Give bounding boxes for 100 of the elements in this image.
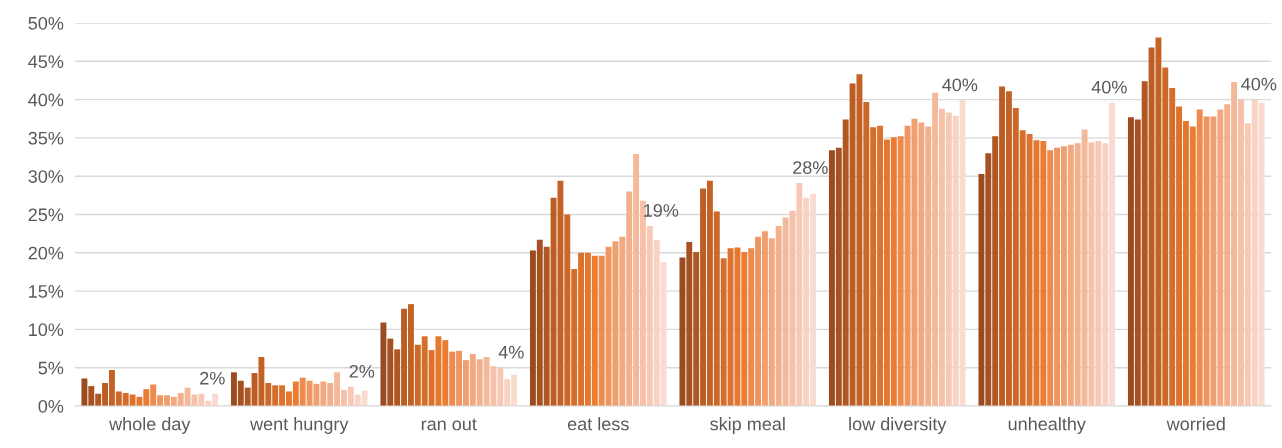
bar <box>803 197 810 406</box>
bar <box>938 108 945 406</box>
bar <box>497 367 504 406</box>
bar <box>639 200 646 406</box>
bar <box>1060 146 1067 406</box>
y-tick-label: 10% <box>29 323 64 337</box>
bar <box>212 393 219 406</box>
bar <box>768 238 775 406</box>
bar <box>1081 129 1088 406</box>
bar <box>1210 116 1217 406</box>
bar <box>490 366 497 406</box>
bar <box>932 92 939 406</box>
y-tick-label: 50% <box>28 16 64 30</box>
bar <box>918 122 925 406</box>
bar <box>184 387 191 406</box>
y-tick-label: 35% <box>28 131 64 145</box>
x-tick-label: whole day <box>109 417 191 434</box>
bar <box>1251 99 1258 406</box>
bar <box>1088 142 1095 406</box>
bar <box>1258 102 1265 406</box>
y-tick-label: 20% <box>28 246 64 260</box>
bar <box>483 356 490 406</box>
bar <box>340 389 347 406</box>
data-label: 2% <box>349 364 375 378</box>
bar <box>511 374 518 406</box>
bar <box>361 390 368 406</box>
bar <box>1237 99 1244 406</box>
bar <box>605 246 612 406</box>
bar <box>456 350 463 406</box>
bar <box>653 239 660 406</box>
bar <box>469 353 476 406</box>
bar <box>1203 116 1210 406</box>
bar <box>449 351 456 406</box>
x-tick-label: low diversity <box>849 417 947 434</box>
bar <box>1095 140 1102 406</box>
y-tick-label: 0% <box>38 399 64 413</box>
bar <box>150 384 157 406</box>
bar <box>306 380 313 406</box>
bar <box>163 395 170 406</box>
bar <box>775 225 782 406</box>
bar <box>198 393 205 406</box>
y-tick-label: 45% <box>28 55 64 69</box>
bar <box>1217 109 1224 406</box>
bar <box>897 136 904 406</box>
bar <box>1231 81 1238 406</box>
bar <box>313 383 320 406</box>
bar <box>1074 143 1081 406</box>
bar <box>748 248 755 406</box>
bar <box>476 359 483 406</box>
bar <box>1196 109 1203 406</box>
bar <box>299 377 306 406</box>
bar <box>619 236 626 406</box>
bar <box>796 183 803 406</box>
data-label: 40% <box>1241 77 1277 91</box>
bar <box>782 217 789 406</box>
bar <box>462 360 469 406</box>
x-tick-label: skip meal <box>710 417 785 434</box>
bar <box>327 383 334 406</box>
bar <box>1109 102 1116 406</box>
data-label: 40% <box>942 78 978 92</box>
x-tick-label: unhealthy <box>1008 417 1086 434</box>
y-tick-label: 25% <box>28 208 64 222</box>
bar <box>904 125 911 406</box>
bar <box>347 386 354 406</box>
bar <box>755 236 762 406</box>
y-tick-label: 40% <box>28 93 64 107</box>
bar <box>646 225 653 406</box>
y-tick-label: 15% <box>29 285 64 298</box>
bar <box>911 118 918 406</box>
bar <box>945 112 952 406</box>
bar <box>598 255 605 406</box>
bar <box>157 395 164 406</box>
bar <box>1067 144 1074 406</box>
bar <box>959 100 966 406</box>
bar <box>320 381 327 406</box>
data-label: 19% <box>644 204 679 217</box>
bar <box>612 241 619 406</box>
y-tick-label: 30% <box>28 170 64 183</box>
y-tick-label: 5% <box>38 361 64 375</box>
bar <box>660 261 667 406</box>
x-tick-label: worried <box>1166 417 1225 431</box>
bar <box>504 379 511 406</box>
x-tick-label: ran out <box>421 418 477 431</box>
bar <box>810 193 817 406</box>
x-tick-label: went hungry <box>250 417 349 434</box>
data-label: 2% <box>200 371 225 385</box>
bar <box>1244 123 1251 406</box>
bar <box>626 191 633 406</box>
x-tick-label: eat less <box>567 417 629 431</box>
bar <box>789 210 796 406</box>
bar <box>925 126 932 406</box>
bar <box>334 372 341 406</box>
bar <box>633 153 640 406</box>
bar <box>1102 143 1109 406</box>
data-label: 28% <box>793 161 828 174</box>
bar <box>177 392 184 406</box>
bar <box>952 115 959 406</box>
data-label: 4% <box>498 345 524 359</box>
bar <box>1224 104 1231 406</box>
bar <box>1054 147 1061 406</box>
